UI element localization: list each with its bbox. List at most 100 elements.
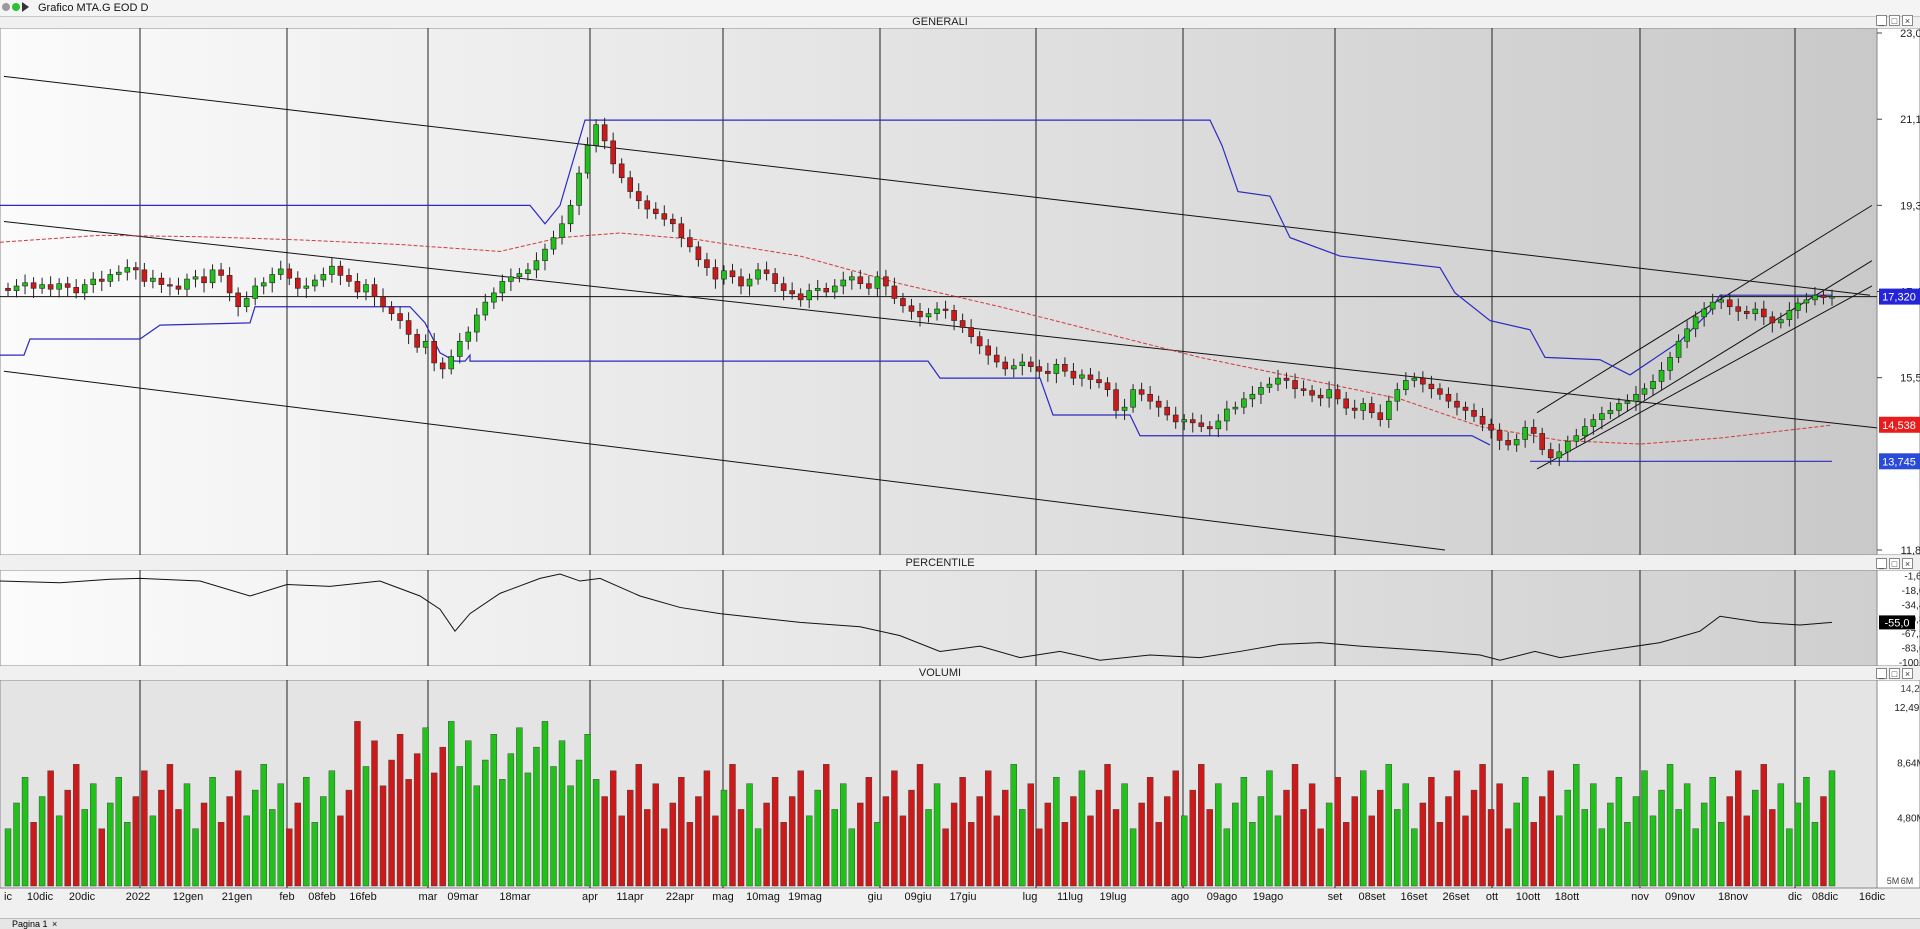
volume-bar bbox=[482, 759, 489, 887]
volume-bar bbox=[567, 785, 574, 887]
candle-down bbox=[823, 287, 830, 293]
candle-down bbox=[652, 208, 659, 214]
percentile-line bbox=[0, 573, 1833, 661]
candle-up bbox=[516, 273, 523, 278]
candle-up bbox=[1829, 296, 1835, 299]
volume-bar bbox=[1249, 822, 1256, 887]
candle-up bbox=[1675, 340, 1682, 358]
candle-up bbox=[1701, 308, 1707, 318]
candle-up bbox=[1633, 393, 1639, 402]
volume-bar bbox=[379, 785, 387, 887]
green-dot-icon[interactable] bbox=[12, 3, 20, 11]
volume-bar bbox=[1573, 764, 1580, 887]
percentile-plot-area bbox=[0, 570, 1878, 666]
candle-down bbox=[601, 124, 608, 142]
candle-up bbox=[1803, 299, 1810, 304]
volume-bar bbox=[1317, 828, 1324, 887]
candle-up bbox=[849, 276, 855, 281]
up-channel-lower-line bbox=[1536, 285, 1873, 470]
volume-bar bbox=[1419, 802, 1427, 887]
volume-bar bbox=[1556, 815, 1563, 887]
candle-down bbox=[644, 200, 651, 210]
level-badge-bg bbox=[1879, 453, 1920, 470]
candle-down bbox=[439, 362, 446, 370]
candle-down bbox=[1820, 294, 1827, 298]
candle-down bbox=[1189, 419, 1196, 424]
percentile-chart[interactable]: -1,6-18,0-34,4-50,8-67,2-83,6-100,0-55,0 bbox=[0, 570, 1920, 666]
volume-bar bbox=[1189, 789, 1196, 887]
candle-up bbox=[39, 284, 45, 289]
candle-down bbox=[414, 334, 420, 348]
candle-down bbox=[1164, 406, 1170, 416]
x-tick-label: 09nov bbox=[1665, 891, 1695, 903]
price-chart[interactable]: 23,04121,17019,30017,43015,56011,82017,3… bbox=[0, 28, 1920, 555]
candle-down bbox=[976, 336, 983, 347]
volume-bar bbox=[1547, 770, 1554, 887]
volume-bar bbox=[243, 815, 250, 887]
panel-title-percentile: PERCENTILE bbox=[905, 557, 975, 569]
y-tick-label: 19,300 bbox=[1900, 200, 1920, 212]
volume-bar bbox=[354, 721, 361, 887]
candle-down bbox=[47, 284, 54, 290]
candle-up bbox=[1795, 302, 1801, 311]
volume-window-buttons[interactable]: _ □ × bbox=[1876, 668, 1918, 680]
volume-bar bbox=[925, 809, 932, 887]
volume-bar bbox=[311, 822, 319, 887]
volume-bar bbox=[703, 770, 711, 887]
volume-bar bbox=[1206, 809, 1213, 887]
candle-down bbox=[883, 276, 889, 287]
candle-up bbox=[56, 283, 62, 290]
volume-bar bbox=[1752, 789, 1759, 887]
volume-bar bbox=[686, 822, 694, 887]
percentile-window-buttons[interactable]: _ □ × bbox=[1876, 558, 1918, 570]
panel-window-buttons[interactable]: _ □ × bbox=[1876, 15, 1918, 27]
x-tick-label: 10ott bbox=[1516, 891, 1540, 903]
candle-up bbox=[1573, 435, 1580, 442]
volume-bar bbox=[234, 770, 242, 887]
volume-bar bbox=[1641, 770, 1648, 887]
candle-down bbox=[1530, 427, 1537, 434]
candle-up bbox=[1599, 413, 1605, 420]
volume-bar bbox=[1743, 815, 1750, 887]
volume-bar bbox=[1240, 776, 1248, 887]
volume-bar bbox=[1104, 764, 1111, 887]
volume-bar bbox=[993, 815, 1000, 887]
candle-up bbox=[1394, 389, 1401, 402]
candle-down bbox=[380, 296, 386, 308]
menu-icon[interactable] bbox=[2, 3, 10, 11]
volume-bar bbox=[1598, 828, 1606, 887]
volume-bar bbox=[524, 772, 532, 887]
candle-up bbox=[1718, 299, 1724, 303]
candle-down bbox=[917, 311, 923, 318]
x-tick-label: mar bbox=[419, 891, 438, 903]
volume-bar bbox=[430, 772, 438, 887]
candle-up bbox=[150, 277, 156, 282]
tab-pagina-1[interactable]: Pagina 1 bbox=[12, 919, 48, 929]
candle-up bbox=[831, 285, 838, 293]
volume-bar bbox=[635, 764, 642, 887]
volume-bar bbox=[933, 783, 941, 887]
volume-bar bbox=[422, 727, 429, 887]
tab-close-icon[interactable]: × bbox=[52, 919, 58, 929]
volume-bar bbox=[814, 789, 821, 887]
percentile-tick-label: -1,6 bbox=[1904, 571, 1920, 582]
candle-down bbox=[610, 140, 616, 165]
play-icon[interactable] bbox=[22, 2, 29, 12]
x-tick-label: apr bbox=[582, 891, 598, 903]
candle-down bbox=[1462, 406, 1469, 411]
volume-bar bbox=[618, 815, 625, 887]
volume-bar bbox=[1828, 770, 1836, 887]
percentile-tick-label: -18,0 bbox=[1902, 586, 1920, 597]
candle-down bbox=[857, 276, 864, 284]
candle-down bbox=[1539, 433, 1546, 450]
candle-down bbox=[294, 277, 301, 289]
candle-up bbox=[269, 274, 276, 284]
volume-bar bbox=[1112, 809, 1120, 887]
candle-down bbox=[201, 276, 207, 284]
volume-bar bbox=[98, 828, 105, 887]
volume-bar bbox=[124, 822, 131, 887]
volume-bar bbox=[831, 809, 838, 887]
volume-bar bbox=[1019, 809, 1026, 887]
volume-bar bbox=[771, 776, 779, 887]
